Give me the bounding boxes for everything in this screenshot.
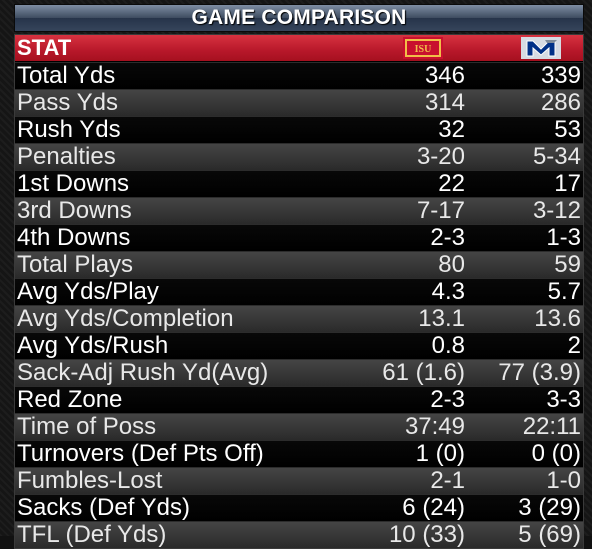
memphis-value: 1-3 xyxy=(546,224,581,251)
iowa-state-value: 2-3 xyxy=(430,224,465,251)
stat-label: 1st Downs xyxy=(17,170,130,197)
table-row: Pass Yds 314 286 xyxy=(15,89,583,116)
memphis-value: 1-0 xyxy=(546,467,581,494)
table-header: STAT ISU xyxy=(15,35,583,62)
table-row: Turnovers (Def Pts Off) 1 (0) 0 (0) xyxy=(15,440,583,467)
table-row: Fumbles-Lost 2-1 1-0 xyxy=(15,467,583,494)
memphis-value: 0 (0) xyxy=(531,440,581,467)
memphis-value: 17 xyxy=(554,170,581,197)
memphis-value: 286 xyxy=(540,89,581,116)
memphis-tigers-logo-icon xyxy=(521,37,561,59)
memphis-value: 77 (3.9) xyxy=(498,359,581,386)
memphis-value: 3-12 xyxy=(532,197,581,224)
table-row: 1st Downs 22 17 xyxy=(15,170,583,197)
table-row: Sacks (Def Yds) 6 (24) 3 (29) xyxy=(15,494,583,521)
iowa-state-value: 22 xyxy=(438,170,465,197)
memphis-value: 3 (29) xyxy=(518,494,581,521)
table-row: 3rd Downs 7-17 3-12 xyxy=(15,197,583,224)
iowa-state-value: 314 xyxy=(424,89,465,116)
iowa-state-value: 32 xyxy=(438,116,465,143)
iowa-state-value: 80 xyxy=(438,251,465,278)
table-body: Total Yds 346 339 Pass Yds 314 286 Rush … xyxy=(15,62,583,548)
table-row: Penalties 3-20 5-34 xyxy=(15,143,583,170)
stat-label: Sack-Adj Rush Yd(Avg) xyxy=(17,359,269,386)
iowa-state-value: 7-17 xyxy=(416,197,465,224)
svg-text:ISU: ISU xyxy=(415,44,432,55)
table-row: Avg Yds/Completion 13.1 13.6 xyxy=(15,305,583,332)
memphis-value: 59 xyxy=(554,251,581,278)
stat-label: 3rd Downs xyxy=(17,197,132,224)
stat-label: Fumbles-Lost xyxy=(17,467,163,494)
iowa-state-value: 6 (24) xyxy=(402,494,465,521)
memphis-value: 339 xyxy=(540,62,581,89)
stat-label: Time of Poss xyxy=(17,413,157,440)
iowa-state-value: 3-20 xyxy=(416,143,465,170)
table-row: Total Yds 346 339 xyxy=(15,62,583,89)
iowa-state-value: 37:49 xyxy=(404,413,465,440)
iowa-state-logo-icon: ISU xyxy=(403,37,443,59)
memphis-value: 3-3 xyxy=(546,386,581,413)
table-row: TFL (Def Yds) 10 (33) 5 (69) xyxy=(15,521,583,548)
stat-label: Sacks (Def Yds) xyxy=(17,494,190,521)
iowa-state-value: 346 xyxy=(424,62,465,89)
memphis-value: 5 (69) xyxy=(518,521,581,548)
table-row: 4th Downs 2-3 1-3 xyxy=(15,224,583,251)
table-row: Avg Yds/Play 4.3 5.7 xyxy=(15,278,583,305)
table-row: Sack-Adj Rush Yd(Avg) 61 (1.6) 77 (3.9) xyxy=(15,359,583,386)
stat-label: Avg Yds/Completion xyxy=(17,305,234,332)
iowa-state-value: 10 (33) xyxy=(388,521,465,548)
iowa-state-value: 61 (1.6) xyxy=(382,359,465,386)
page-title: GAME COMPARISON xyxy=(191,6,407,29)
stat-label: Total Yds xyxy=(17,62,116,89)
stat-label: 4th Downs xyxy=(17,224,131,251)
memphis-value: 5.7 xyxy=(547,278,581,305)
table-row: Time of Poss 37:49 22:11 xyxy=(15,413,583,440)
memphis-value: 53 xyxy=(554,116,581,143)
stat-label: Rush Yds xyxy=(17,116,121,143)
comparison-table: STAT ISU Total Yds 346 339 Pass xyxy=(14,34,584,549)
iowa-state-value: 2-1 xyxy=(430,467,465,494)
iowa-state-value: 0.8 xyxy=(431,332,465,359)
iowa-state-value: 2-3 xyxy=(430,386,465,413)
table-row: Rush Yds 32 53 xyxy=(15,116,583,143)
memphis-value: 22:11 xyxy=(522,413,581,440)
stat-label: Red Zone xyxy=(17,386,123,413)
stat-label: Total Plays xyxy=(17,251,134,278)
table-row: Red Zone 2-3 3-3 xyxy=(15,386,583,413)
memphis-value: 2 xyxy=(567,332,581,359)
stat-label: Pass Yds xyxy=(17,89,118,116)
stat-label: TFL (Def Yds) xyxy=(17,521,167,548)
memphis-value: 5-34 xyxy=(532,143,581,170)
stat-column-header: STAT xyxy=(17,35,72,60)
stat-label: Avg Yds/Rush xyxy=(17,332,169,359)
table-row: Avg Yds/Rush 0.8 2 xyxy=(15,332,583,359)
table-row: Total Plays 80 59 xyxy=(15,251,583,278)
title-bar: GAME COMPARISON xyxy=(14,4,584,32)
iowa-state-value: 1 (0) xyxy=(415,440,465,467)
iowa-state-value: 13.1 xyxy=(418,305,465,332)
iowa-state-value: 4.3 xyxy=(431,278,465,305)
memphis-value: 13.6 xyxy=(534,305,581,332)
stat-label: Penalties xyxy=(17,143,116,170)
stat-label: Turnovers (Def Pts Off) xyxy=(17,440,264,467)
stat-label: Avg Yds/Play xyxy=(17,278,159,305)
